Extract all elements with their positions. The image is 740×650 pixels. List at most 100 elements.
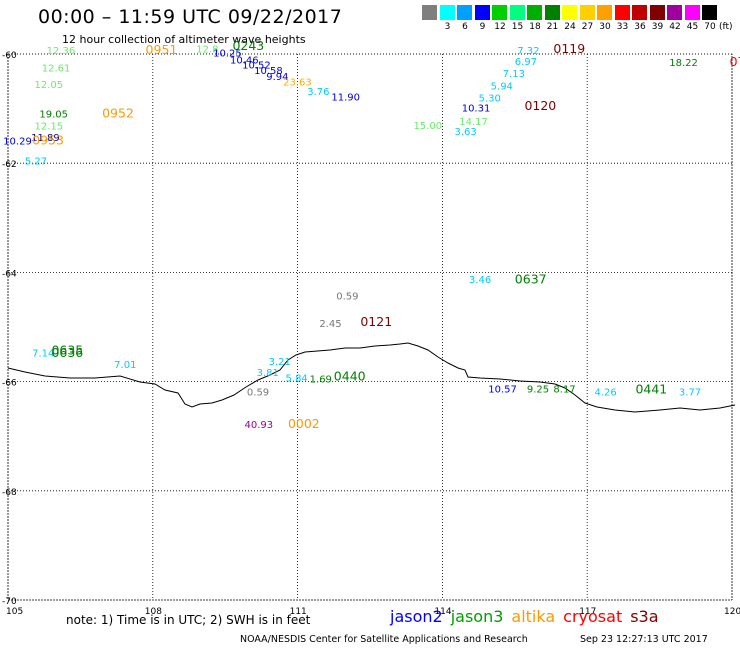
wave-height-value: 3.81 — [257, 368, 279, 379]
pass-time-label: 0953 — [32, 133, 64, 148]
pass-time-label: 0635 — [51, 342, 83, 357]
wave-height-value: 5.27 — [25, 156, 47, 167]
wave-height-value: 4.26 — [594, 387, 616, 398]
credit-line: NOAA/NESDIS Center for Satellite Applica… — [240, 634, 528, 645]
wave-height-value: 10.29 — [3, 137, 32, 148]
wave-height-value: 5.94 — [491, 81, 513, 92]
color-scale-swatch — [667, 5, 682, 20]
longitude-label: 114 — [434, 607, 451, 617]
wave-height-value: 12.15 — [35, 121, 64, 132]
wave-height-value: 1.69 — [310, 375, 332, 386]
wave-height-value: 3.46 — [469, 275, 491, 286]
color-scale-swatch — [509, 5, 525, 20]
wave-height-value: 15.00 — [413, 121, 442, 132]
wave-height-value: 5.30 — [479, 94, 501, 105]
color-scale-swatch — [439, 5, 455, 20]
legend-cryosat: cryosat — [563, 607, 623, 626]
wave-height-value: 6.97 — [515, 57, 537, 68]
pass-time-label: 0440 — [334, 369, 366, 384]
color-scale-swatch — [422, 5, 437, 20]
pass-time-label: 0121 — [360, 314, 392, 329]
color-scale-swatch — [614, 5, 630, 20]
color-scale-swatch — [702, 5, 717, 20]
color-scale-swatch — [457, 5, 472, 20]
wave-height-value: 9.94 — [266, 72, 288, 83]
legend-altika: altika — [511, 607, 556, 626]
color-scale-label: 18 — [529, 22, 541, 32]
pass-time-label: 0636 — [51, 345, 83, 360]
page-title: 00:00 – 11:59 UTC 09/22/2017 — [38, 6, 343, 28]
color-scale-swatch — [544, 5, 560, 20]
color-scale-label: 27 — [581, 22, 594, 32]
longitude-label: 117 — [579, 607, 596, 617]
latitude-label: -66 — [2, 379, 17, 389]
color-scale-swatch — [597, 5, 612, 20]
generated-timestamp: Sep 23 12:27:13 UTC 2017 — [580, 634, 708, 645]
latitude-label: -60 — [2, 51, 17, 61]
pass-time-label: 0441 — [635, 382, 667, 397]
wave-height-value: 3.63 — [454, 127, 476, 138]
wave-height-value: 14.17 — [459, 117, 488, 128]
wave-height-value: 19.05 — [39, 109, 68, 120]
wave-height-value: 3.76 — [307, 87, 329, 98]
color-scale-swatch — [562, 5, 577, 20]
color-scale-label: 36 — [634, 22, 646, 32]
wave-height-value: 7.13 — [503, 69, 525, 80]
wave-height-value: 5.84 — [286, 374, 308, 385]
wave-height-value: 8.17 — [553, 385, 575, 396]
wave-height-value: 40.93 — [245, 420, 274, 431]
color-scale-swatch — [632, 5, 647, 20]
longitude-label: 105 — [6, 607, 23, 617]
wave-height-value: 11.90 — [331, 92, 360, 103]
legend-s3a: s3a — [630, 607, 659, 626]
wave-height-value: 7.01 — [114, 360, 136, 371]
color-scale-label: 30 — [599, 22, 611, 32]
color-scale-label: 12 — [494, 22, 506, 32]
wave-height-value: 7.14 — [32, 348, 54, 359]
color-scale-legend: 3 6 9 12 15 18 21 24 27 30 33 36 39 42 45 70 (ft) — [422, 5, 740, 37]
graticule — [7, 53, 733, 601]
color-scale-swatch — [649, 5, 665, 20]
pass-time-label: 0120 — [524, 98, 556, 113]
latitude-label: -64 — [2, 269, 17, 279]
pass-time-label: 0951 — [146, 42, 178, 57]
wave-height-value: 0.59 — [336, 292, 358, 303]
latitude-label: -70 — [2, 597, 17, 607]
wave-height-value: 10.52 — [242, 61, 271, 72]
color-scale-swatch — [492, 5, 507, 20]
pass-time-label: 0243 — [232, 38, 264, 53]
axis-labels: 105 108 111 114 117 120 -60 -62 -64 -66 -68 -70 — [2, 51, 740, 617]
wave-height-value: 3.21 — [269, 357, 291, 368]
color-scale-label: 15 — [511, 22, 524, 32]
wave-height-value: 12.8 — [196, 44, 218, 55]
pass-time-label: 0119 — [553, 41, 585, 56]
color-scale-label: 33 — [616, 22, 629, 32]
color-scale-swatch — [474, 5, 490, 20]
antarctic-coastline — [7, 342, 736, 413]
footer-note: note: 1) Time is in UTC; 2) SWH is in fe… — [66, 613, 311, 627]
color-scale-label: 70 — [704, 22, 716, 32]
color-scale-label: 39 — [651, 22, 664, 32]
wave-height-value: 9.25 — [527, 385, 549, 396]
wave-height-value: 7.32 — [517, 46, 539, 57]
wave-height-value: 0.59 — [247, 387, 269, 398]
wave-height-value: 2.45 — [319, 319, 341, 330]
map-frame — [7, 53, 733, 601]
wave-height-value: 10.46 — [230, 55, 259, 66]
wave-height-value: 12.61 — [42, 63, 71, 74]
pass-time-label: 0718 — [730, 54, 740, 69]
pass-time-label: 0952 — [102, 105, 134, 120]
coastline — [7, 342, 736, 413]
wave-height-value: 23.63 — [283, 78, 312, 89]
wave-height-value: 18.22 — [669, 58, 698, 69]
color-scale-label: 6 — [462, 22, 468, 32]
pass-time-label: 0002 — [288, 416, 320, 431]
wave-height-value: 10.25 — [213, 49, 242, 60]
latitude-label: -62 — [2, 160, 17, 170]
wave-height-value: 3.77 — [679, 387, 701, 398]
legend-jason2: jason2 — [390, 607, 443, 626]
wave-height-value: 11.89 — [31, 133, 60, 144]
wave-height-value: 12.05 — [35, 80, 64, 91]
